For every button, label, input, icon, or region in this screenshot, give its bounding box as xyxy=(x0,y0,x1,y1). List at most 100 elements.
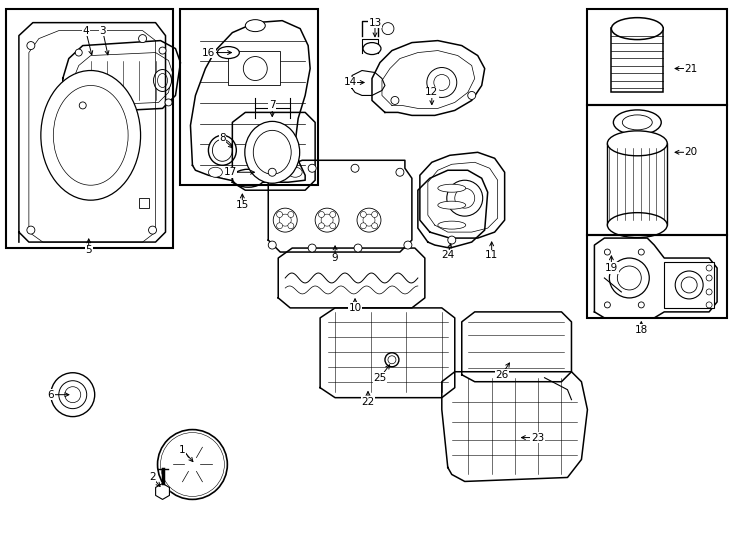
Text: 23: 23 xyxy=(531,433,544,443)
Bar xyxy=(587,105,727,235)
Polygon shape xyxy=(233,112,315,190)
Text: 7: 7 xyxy=(269,100,275,110)
Text: 3: 3 xyxy=(99,25,106,36)
Circle shape xyxy=(277,223,283,229)
Circle shape xyxy=(360,212,366,218)
Circle shape xyxy=(268,168,276,176)
Ellipse shape xyxy=(437,201,466,209)
Circle shape xyxy=(604,249,611,255)
Text: 1: 1 xyxy=(179,444,186,455)
Text: 18: 18 xyxy=(635,325,648,335)
Ellipse shape xyxy=(288,167,302,177)
Circle shape xyxy=(268,241,276,249)
Ellipse shape xyxy=(253,130,291,174)
Circle shape xyxy=(604,302,611,308)
Ellipse shape xyxy=(158,73,167,87)
Text: 15: 15 xyxy=(236,200,249,210)
Circle shape xyxy=(184,456,200,472)
Polygon shape xyxy=(156,483,170,500)
Circle shape xyxy=(51,373,95,417)
Circle shape xyxy=(315,208,339,232)
Text: 26: 26 xyxy=(495,370,508,380)
Text: 12: 12 xyxy=(425,87,438,97)
Ellipse shape xyxy=(212,139,233,161)
Circle shape xyxy=(357,208,381,232)
Circle shape xyxy=(164,436,220,492)
Circle shape xyxy=(79,102,86,109)
Circle shape xyxy=(330,212,335,218)
Ellipse shape xyxy=(245,122,299,183)
Circle shape xyxy=(59,381,87,409)
Circle shape xyxy=(319,223,324,229)
Polygon shape xyxy=(190,21,310,182)
Circle shape xyxy=(404,241,412,249)
Circle shape xyxy=(385,25,391,32)
Circle shape xyxy=(330,223,335,229)
Circle shape xyxy=(321,214,333,226)
Ellipse shape xyxy=(153,70,172,91)
Ellipse shape xyxy=(265,173,279,183)
Polygon shape xyxy=(19,23,166,242)
Circle shape xyxy=(308,244,316,252)
Text: 5: 5 xyxy=(85,245,92,255)
Bar xyxy=(607,143,667,225)
Circle shape xyxy=(288,223,294,229)
Polygon shape xyxy=(278,248,425,308)
Text: 4: 4 xyxy=(82,25,89,36)
Polygon shape xyxy=(595,238,717,318)
Circle shape xyxy=(448,236,456,244)
Circle shape xyxy=(159,47,166,54)
Circle shape xyxy=(139,35,147,43)
Text: 25: 25 xyxy=(374,373,387,383)
Ellipse shape xyxy=(363,43,381,55)
Ellipse shape xyxy=(437,221,466,229)
Text: 9: 9 xyxy=(332,253,338,263)
Ellipse shape xyxy=(208,136,236,165)
Circle shape xyxy=(382,23,394,35)
Polygon shape xyxy=(320,308,455,397)
Circle shape xyxy=(354,244,362,252)
Polygon shape xyxy=(462,312,572,382)
Circle shape xyxy=(371,212,377,218)
Ellipse shape xyxy=(607,131,667,156)
Circle shape xyxy=(148,226,156,234)
Bar xyxy=(139,198,148,208)
Circle shape xyxy=(385,353,399,367)
Circle shape xyxy=(76,49,82,56)
Text: 24: 24 xyxy=(441,250,454,260)
Circle shape xyxy=(161,433,225,496)
Circle shape xyxy=(27,226,34,234)
Ellipse shape xyxy=(437,184,466,192)
Circle shape xyxy=(639,302,644,308)
Polygon shape xyxy=(442,372,587,482)
Circle shape xyxy=(609,258,650,298)
Circle shape xyxy=(639,249,644,255)
Ellipse shape xyxy=(245,19,265,32)
Text: 6: 6 xyxy=(48,390,54,400)
Circle shape xyxy=(706,302,712,308)
Circle shape xyxy=(27,42,34,50)
Text: 8: 8 xyxy=(219,133,225,143)
Text: 2: 2 xyxy=(149,472,156,482)
Circle shape xyxy=(391,97,399,104)
Circle shape xyxy=(371,223,377,229)
Ellipse shape xyxy=(681,277,697,293)
Ellipse shape xyxy=(41,71,141,200)
Polygon shape xyxy=(352,71,385,96)
Ellipse shape xyxy=(611,18,664,39)
Circle shape xyxy=(468,91,476,99)
Circle shape xyxy=(165,99,172,106)
Polygon shape xyxy=(420,152,505,238)
Circle shape xyxy=(288,212,294,218)
Circle shape xyxy=(351,164,359,172)
Circle shape xyxy=(706,265,712,271)
Bar xyxy=(611,28,664,92)
Bar xyxy=(6,9,172,248)
Circle shape xyxy=(447,180,483,216)
Circle shape xyxy=(170,443,214,487)
Polygon shape xyxy=(268,160,412,252)
Bar xyxy=(664,262,714,308)
Ellipse shape xyxy=(675,271,703,299)
Ellipse shape xyxy=(239,173,252,183)
Circle shape xyxy=(273,208,297,232)
